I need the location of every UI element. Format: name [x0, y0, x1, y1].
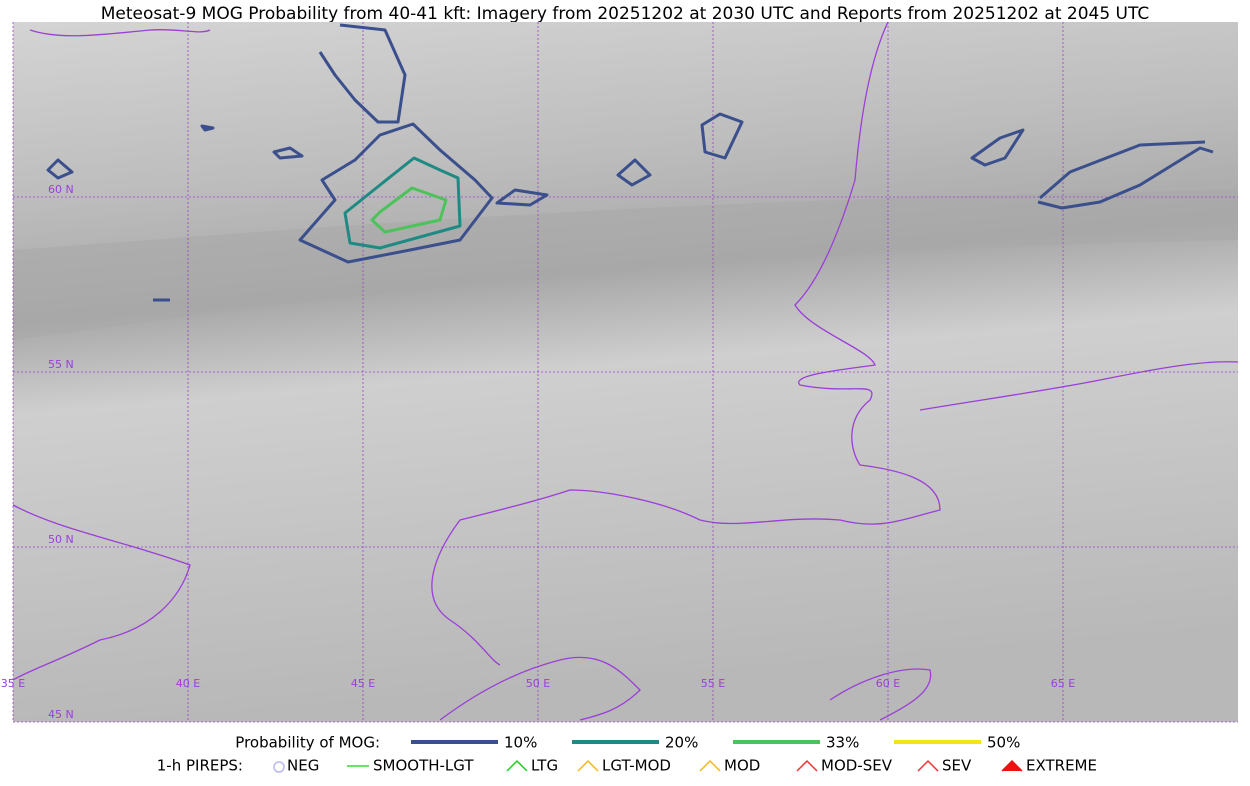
pirep-item: SEV [942, 757, 972, 775]
lat-label: 60 N [48, 183, 74, 196]
legend-item: 33% [826, 734, 859, 752]
lat-label: 50 N [48, 533, 74, 546]
pirep-icon [1001, 759, 1023, 772]
lon-label: 60 E [876, 677, 900, 690]
legend-item: 10% [504, 734, 537, 752]
graticule: 60 N 55 N 50 N 45 N 35 E 40 E 45 E 50 E 55 E 60 E… [1, 22, 1238, 723]
pirep-icon [917, 759, 939, 772]
pirep-item: LTG [531, 757, 558, 775]
pirep-item: LGT-MOD [602, 757, 671, 775]
legend-item: 20% [665, 734, 698, 752]
pirep-item: MOD [724, 757, 760, 775]
lat-label: 45 N [48, 708, 74, 721]
lat-label: 55 N [48, 358, 74, 371]
cloud-band [13, 190, 1238, 340]
pirep-item: SMOOTH-LGT [373, 757, 474, 775]
legend-label: Probability of MOG: [235, 734, 380, 752]
coastlines [12, 21, 1239, 721]
pirep-item: NEG [287, 757, 319, 775]
title: Meteosat-9 MOG Probability from 40-41 kf… [101, 4, 1150, 24]
pirep-icon [506, 759, 528, 772]
lon-label: 50 E [526, 677, 550, 690]
lon-label: 45 E [351, 677, 375, 690]
pirep-item: MOD-SEV [821, 757, 893, 775]
map: 60 N 55 N 50 N 45 N 35 E 40 E 45 E 50 E 55 E 60 E… [1, 21, 1239, 723]
pirep-icon [273, 761, 285, 773]
contours [46, 23, 1214, 302]
pirep-icon [796, 759, 818, 772]
pirep-item: EXTREME [1026, 757, 1097, 775]
lon-label: 35 E [1, 677, 25, 690]
legend-label: 1-h PIREPS: [157, 757, 243, 775]
lon-label: 65 E [1051, 677, 1075, 690]
legend: Probability of MOG: 10% 20% 33% 50% 1-h PIREP… [157, 734, 1097, 775]
pirep-icon [577, 759, 599, 772]
lon-label: 55 E [701, 677, 725, 690]
legend-item: 50% [987, 734, 1020, 752]
lon-label: 40 E [176, 677, 200, 690]
pirep-icon [699, 759, 721, 772]
